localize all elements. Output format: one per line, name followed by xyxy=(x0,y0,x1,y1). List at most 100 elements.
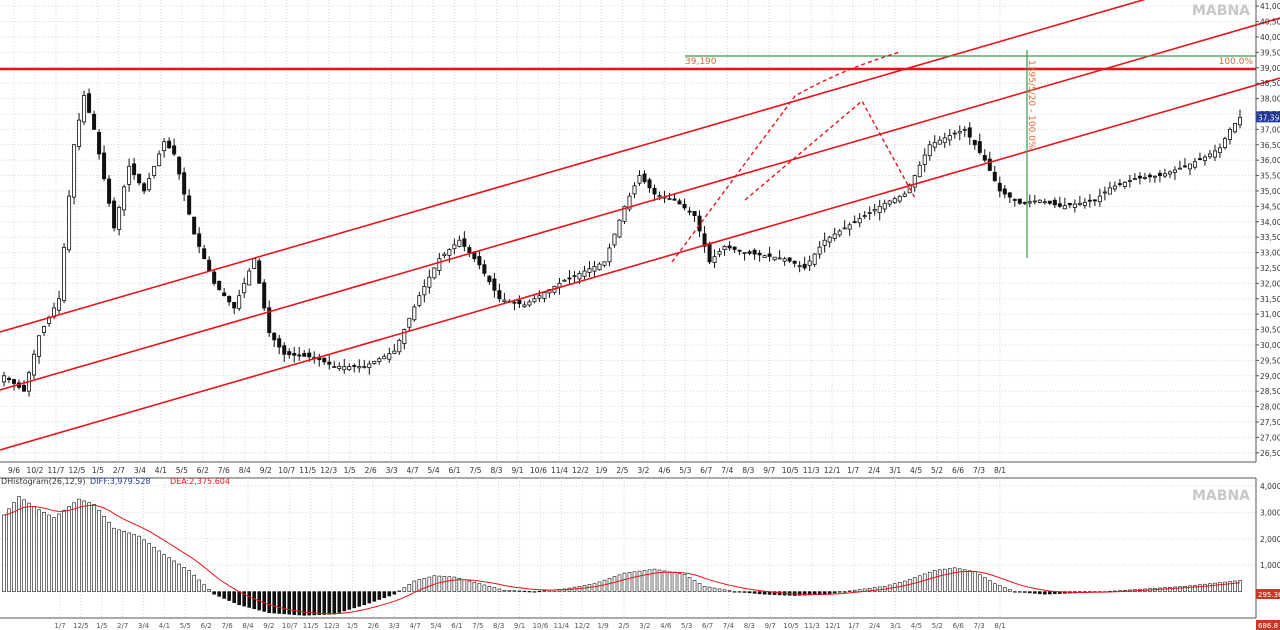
candle-body-up xyxy=(947,135,952,141)
candle xyxy=(1032,194,1037,205)
macd-bar xyxy=(587,584,592,592)
macd-bar xyxy=(857,589,862,592)
price-x-tick-label: 5/5 xyxy=(176,466,188,475)
macd-bar xyxy=(222,591,226,599)
candle xyxy=(667,192,672,201)
candle-body-up xyxy=(937,139,942,145)
candle-body-down xyxy=(212,271,217,284)
candle-body-up xyxy=(1127,180,1132,182)
candle xyxy=(357,359,362,373)
candle xyxy=(217,280,222,291)
candle-body-up xyxy=(1027,201,1032,204)
macd-x-tick-label: 6/6 xyxy=(953,622,965,630)
macd-bar xyxy=(822,591,827,595)
candle xyxy=(607,243,612,267)
macd-bar xyxy=(442,576,447,592)
macd-bar xyxy=(307,591,312,616)
price-y-tick-label: 31,000 xyxy=(1260,310,1280,319)
macd-bar xyxy=(1038,591,1042,595)
candle-body-down xyxy=(1057,203,1062,207)
price-x-tick-label: 7/6 xyxy=(218,466,230,475)
candle-body-down xyxy=(792,260,797,264)
macd-bar xyxy=(322,591,327,615)
candle-body-down xyxy=(277,338,282,348)
macd-bar xyxy=(362,591,367,606)
candle xyxy=(82,90,87,126)
macd-bar xyxy=(1183,586,1187,592)
macd-x-tick-label: 9/1 xyxy=(514,622,525,630)
candle-body-down xyxy=(702,233,707,247)
candle xyxy=(407,317,412,332)
candle xyxy=(297,346,302,361)
candle xyxy=(1082,198,1087,209)
candle-body-up xyxy=(912,175,917,188)
macd-bar xyxy=(462,579,467,592)
price-x-tick-label: 7/4 xyxy=(721,466,733,475)
candle-body-down xyxy=(1157,172,1162,176)
candle xyxy=(572,271,577,284)
macd-bar xyxy=(27,502,31,592)
channel-middle-line xyxy=(0,17,1280,391)
candle xyxy=(142,181,147,195)
candle-body-down xyxy=(677,200,682,205)
macd-bar xyxy=(337,591,342,613)
candle-body-up xyxy=(1072,203,1077,208)
dea-signal-line xyxy=(3,504,1241,615)
macd-bar xyxy=(1028,591,1032,594)
candle-body-down xyxy=(952,132,957,135)
candle-body-down xyxy=(707,243,712,263)
candle xyxy=(632,182,637,199)
price-y-tick-label: 30,000 xyxy=(1260,341,1280,350)
macd-bar xyxy=(707,586,712,592)
candle xyxy=(1117,179,1122,187)
candle xyxy=(782,256,787,266)
candle xyxy=(972,139,977,150)
candle-body-down xyxy=(197,233,202,247)
candle-body-up xyxy=(432,267,437,279)
macd-bar xyxy=(647,569,652,592)
candle xyxy=(172,138,177,157)
candle xyxy=(502,292,507,305)
macd-bar xyxy=(372,591,377,602)
price-y-tick-label: 32,000 xyxy=(1260,279,1280,288)
price-x-tick-label: 4/7 xyxy=(407,466,419,475)
candle xyxy=(527,299,532,307)
candle-body-up xyxy=(1172,169,1177,173)
candle xyxy=(947,129,952,146)
macd-bar xyxy=(867,587,872,592)
price-x-tick-label: 1/5 xyxy=(92,466,104,475)
macd-bar xyxy=(532,591,537,593)
candle-body-up xyxy=(1062,205,1067,210)
candle-body-up xyxy=(117,206,122,230)
candle-body-up xyxy=(862,215,867,218)
candle-body-up xyxy=(1232,122,1237,133)
candle-body-down xyxy=(727,245,732,249)
candle xyxy=(237,289,242,312)
candle xyxy=(7,376,12,384)
candle xyxy=(537,290,542,303)
price-y-tick-label: 29,500 xyxy=(1260,356,1280,365)
macd-value-label-1: 295.36 xyxy=(1258,591,1280,599)
price-x-tick-label: 11/3 xyxy=(803,466,820,475)
candle xyxy=(1132,173,1137,181)
macd-x-tick-label: 7/6 xyxy=(221,622,233,630)
candle xyxy=(77,113,82,151)
candle-body-down xyxy=(492,278,497,291)
price-y-tick-label: 39,000 xyxy=(1260,64,1280,73)
price-x-tick-label: 10/5 xyxy=(782,466,799,475)
candle xyxy=(347,363,352,372)
candle-body-up xyxy=(597,263,602,271)
macd-x-tick-label: 11/3 xyxy=(804,622,820,630)
macd-x-tick-label: 5/5 xyxy=(180,622,191,630)
macd-bar xyxy=(427,576,432,592)
macd-x-tick-label: 10/6 xyxy=(533,622,549,630)
candle-body-up xyxy=(857,218,862,224)
macd-bars xyxy=(2,496,1242,616)
macd-bar xyxy=(522,590,527,593)
candle-body-up xyxy=(1097,195,1102,203)
macd-bar xyxy=(317,591,322,615)
candle xyxy=(987,151,992,172)
candle-body-up xyxy=(562,279,567,282)
candle xyxy=(917,161,922,178)
